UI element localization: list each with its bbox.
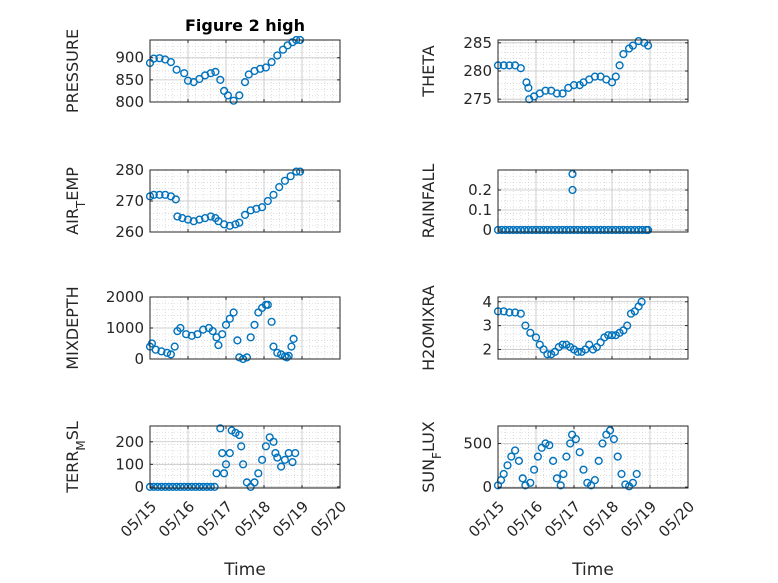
y-tick-label: 3	[482, 317, 492, 335]
subplot-theta: 275 280 285 THETA	[419, 34, 688, 108]
subplot-pressure: 800 850 900 PRESSURE Figure 2 high	[63, 16, 340, 113]
y-axis-label: PRESSURE	[63, 29, 82, 113]
y-axis-label: MIXDEPTH	[63, 286, 82, 369]
y-tick-label: 0	[134, 478, 144, 496]
y-tick-label: 0.1	[468, 201, 492, 219]
y-axis-label: SUNFLUX	[419, 421, 444, 493]
figure-title: Figure 2 high	[185, 16, 305, 35]
y-tick-label: 260	[115, 223, 144, 241]
subplot-sun-flux: 0 500 SUNFLUX 05/1505/1605/1705/1805/1905/2…	[419, 421, 698, 580]
x-tick-label: 05/20	[307, 498, 350, 541]
y-axis-label: THETA	[419, 45, 438, 97]
y-tick-label: 285	[463, 34, 492, 52]
y-tick-label: 280	[115, 161, 144, 179]
x-tick-label: 05/16	[503, 498, 546, 541]
y-tick-label: 0	[482, 221, 492, 239]
y-tick-label: 0	[482, 478, 492, 496]
y-axis-label: H2OMIXRA	[419, 285, 438, 371]
y-tick-label: 200	[115, 433, 144, 451]
x-tick-label: 05/17	[541, 498, 584, 541]
y-tick-label: 900	[115, 49, 144, 67]
axes-background	[498, 170, 688, 232]
x-tick-label: 05/18	[579, 498, 622, 541]
y-tick-label: 4	[482, 293, 492, 311]
y-tick-label: 0	[134, 350, 144, 368]
subplot-mixdepth: 0 1000 2000 MIXDEPTH	[63, 286, 340, 369]
x-tick-label: 05/17	[193, 498, 236, 541]
y-tick-label: 800	[115, 93, 144, 111]
x-tick-label: 05/18	[231, 498, 274, 541]
y-tick-label: 100	[115, 455, 144, 473]
x-tick-label: 05/19	[617, 498, 660, 541]
x-tick-label: 05/16	[155, 498, 198, 541]
axes-background	[150, 426, 340, 488]
y-tick-label: 1000	[106, 319, 144, 337]
subplot-rainfall: 0 0.1 0.2 RAINFALL	[419, 164, 688, 239]
x-tick-label: 05/19	[269, 498, 312, 541]
y-tick-label: 850	[115, 71, 144, 89]
y-axis-label: TERRMSL	[63, 421, 88, 494]
y-tick-label: 280	[463, 62, 492, 80]
x-tick-label: 05/20	[655, 498, 698, 541]
subplot-terr-msl: 0 100 200 TERRMSL 05/1505/1605/1705/1805/190…	[63, 421, 350, 580]
y-axis-label: AIRTEMP	[63, 167, 88, 235]
y-tick-label: 500	[463, 434, 492, 452]
subplot-air-temp: 260 270 280 AIRTEMP	[63, 161, 340, 241]
y-tick-label: 270	[115, 192, 144, 210]
x-tick-label: 05/15	[465, 498, 508, 541]
y-axis-label: RAINFALL	[419, 164, 438, 239]
y-tick-label: 0.2	[468, 181, 492, 199]
x-axis-label: Time	[223, 560, 266, 580]
y-tick-label: 275	[463, 90, 492, 108]
x-tick-label: 05/15	[117, 498, 160, 541]
y-tick-label: 2	[482, 340, 492, 358]
figure: 800 850 900 PRESSURE Figure 2 high 275 280 285 T…	[0, 0, 778, 583]
y-tick-label: 2000	[106, 288, 144, 306]
subplot-h2omixra: 2 3 4 H2OMIXRA	[419, 285, 688, 371]
axes-background	[150, 40, 340, 102]
x-axis-label: Time	[571, 560, 614, 580]
